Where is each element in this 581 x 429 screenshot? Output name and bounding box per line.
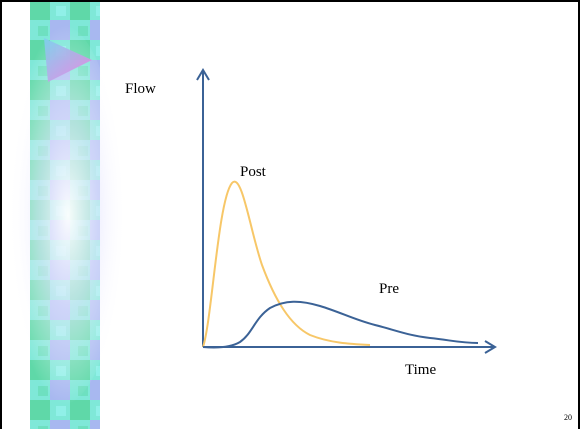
post-curve [202, 180, 371, 348]
post-label: Post [240, 164, 267, 180]
x-axis-label: Time [405, 362, 436, 378]
y-axis-label: Flow [125, 81, 156, 97]
x-arrow [484, 340, 497, 354]
pre-label: Pre [379, 281, 399, 297]
axes [196, 68, 497, 354]
page-number: 20 [564, 413, 572, 422]
y-arrow [196, 68, 210, 81]
decor-glow [2, 25, 122, 405]
pre-curve [202, 300, 479, 349]
decor-triangle [44, 38, 92, 82]
